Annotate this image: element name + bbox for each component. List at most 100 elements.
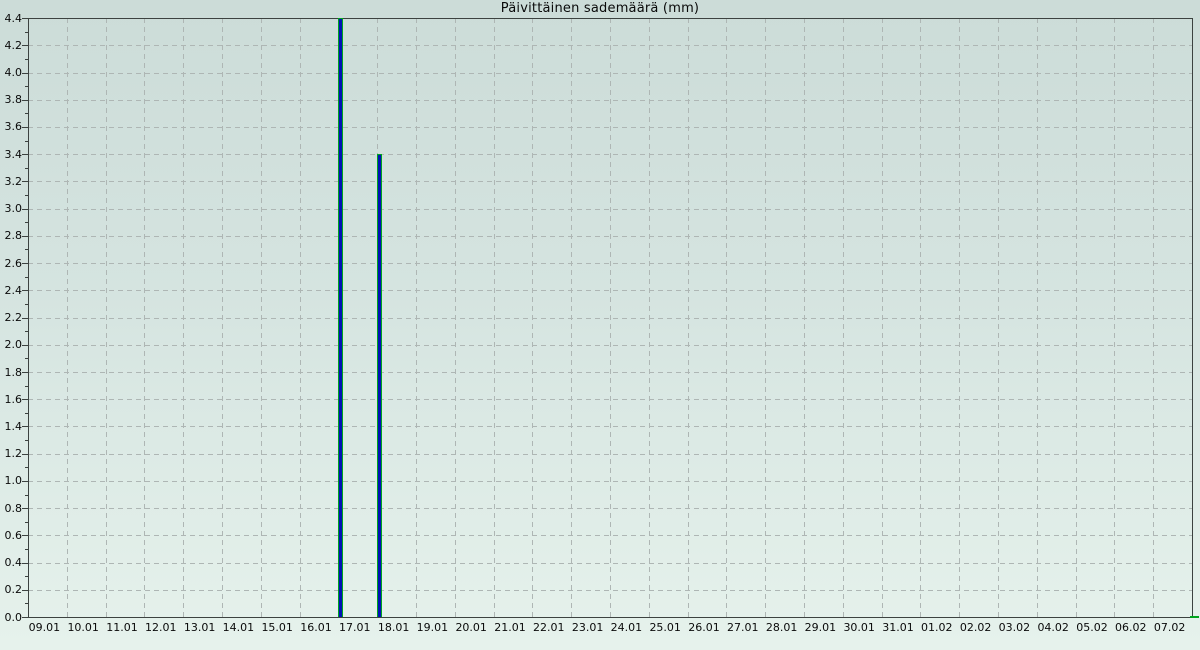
y-axis-minor-tick	[25, 385, 28, 387]
x-axis-tick-label: 31.01	[882, 621, 914, 634]
x-axis-tick-label: 13.01	[183, 621, 216, 634]
y-axis-minor-tick	[25, 548, 28, 550]
x-axis-tick-label: 04.02	[1037, 621, 1069, 634]
h-gridline	[28, 317, 1192, 319]
x-axis-tick-label: 19.01	[416, 621, 449, 634]
y-axis-minor-tick	[25, 58, 28, 60]
h-gridline	[28, 290, 1192, 292]
y-axis-tick-label: 0.6	[4, 528, 23, 542]
y-axis-minor-tick	[25, 222, 28, 224]
h-gridline	[28, 99, 1192, 101]
x-axis-tick-label: 12.01	[145, 621, 177, 634]
h-gridline	[28, 72, 1192, 74]
y-axis-tick-label: 2.4	[4, 283, 23, 297]
h-gridline	[28, 535, 1192, 537]
x-axis-tick-label: 05.02	[1076, 621, 1108, 634]
h-gridline	[28, 344, 1192, 346]
y-axis-tick-label: 1.6	[4, 392, 23, 406]
h-gridline	[28, 126, 1192, 128]
x-axis-tick-label: 03.02	[998, 621, 1031, 634]
x-axis-tick-label: 02.02	[959, 621, 992, 634]
y-axis-tick-label: 4.4	[4, 11, 23, 25]
x-axis-tick-label: 24.01	[610, 621, 643, 634]
x-axis-tick-label: 27.01	[727, 621, 759, 634]
x-axis-tick-label: 15.01	[261, 621, 293, 634]
y-axis-major-tick	[22, 99, 28, 101]
y-axis-line	[28, 18, 29, 618]
y-axis-major-tick	[22, 399, 28, 401]
h-gridline	[28, 480, 1192, 482]
h-gridline	[28, 453, 1192, 455]
y-axis-major-tick	[22, 72, 28, 74]
h-gridline	[28, 372, 1192, 373]
y-axis-major-tick	[22, 126, 28, 128]
y-axis-major-tick	[22, 535, 28, 537]
y-axis-major-tick	[22, 617, 28, 618]
x-axis-tick-label: 11.01	[106, 621, 138, 634]
corner-green-mark	[1190, 616, 1199, 618]
y-axis-minor-tick	[25, 467, 28, 469]
y-axis-major-tick	[22, 317, 28, 319]
h-gridline	[28, 399, 1192, 401]
y-axis-minor-tick	[25, 576, 28, 578]
y-axis-tick-label: 2.2	[4, 311, 23, 324]
x-axis-tick-label: 25.01	[649, 621, 681, 634]
y-axis-major-tick	[22, 508, 28, 510]
y-axis-major-tick	[22, 344, 28, 346]
y-axis-tick-label: 1.2	[4, 447, 23, 461]
y-axis-tick-label: 2.8	[4, 229, 23, 243]
x-axis-tick-label: 28.01	[765, 621, 798, 634]
y-axis-major-tick	[22, 290, 28, 292]
x-axis-tick-label: 07.02	[1153, 621, 1186, 634]
y-axis-tick-label: 3.8	[4, 93, 23, 107]
y-axis-minor-tick	[25, 412, 28, 414]
y-axis-major-tick	[22, 18, 28, 19]
plot-top-border	[28, 18, 1193, 19]
y-axis-major-tick	[22, 263, 28, 264]
y-axis-tick-label: 1.0	[4, 474, 23, 488]
h-gridline	[28, 235, 1192, 237]
x-axis-tick-label: 01.02	[921, 621, 953, 634]
x-axis-line	[28, 617, 1193, 618]
x-axis-tick-label: 06.02	[1115, 621, 1147, 634]
y-axis-minor-tick	[25, 303, 28, 305]
rain-bar	[338, 18, 344, 617]
rain-bar	[377, 154, 383, 617]
y-axis-minor-tick	[25, 331, 28, 333]
x-axis-tick-label: 20.01	[455, 621, 487, 634]
x-axis-tick-label: 09.01	[28, 621, 61, 634]
h-gridline	[28, 154, 1192, 156]
y-axis-minor-tick	[25, 603, 28, 605]
h-gridline	[28, 508, 1192, 510]
y-axis-minor-tick	[25, 86, 28, 88]
y-axis-major-tick	[22, 453, 28, 455]
y-axis-major-tick	[22, 208, 28, 210]
y-axis-minor-tick	[25, 113, 28, 115]
y-axis-tick-label: 0.0	[4, 610, 23, 624]
h-gridline	[28, 45, 1192, 47]
y-axis-tick-label: 2.6	[4, 256, 23, 270]
y-axis-tick-label: 1.4	[4, 419, 23, 433]
h-gridline	[28, 181, 1192, 183]
y-axis-tick-label: 3.0	[4, 202, 23, 216]
y-axis-minor-tick	[25, 521, 28, 523]
y-axis-minor-tick	[25, 31, 28, 33]
y-axis-minor-tick	[25, 358, 28, 360]
y-axis-tick-label: 2.0	[4, 338, 23, 352]
y-axis-major-tick	[22, 426, 28, 428]
h-gridline	[28, 562, 1192, 564]
chart-title: Päivittäinen sademäärä (mm)	[500, 1, 700, 16]
y-axis-tick-label: 0.4	[4, 556, 23, 569]
h-gridline	[28, 589, 1192, 591]
x-axis-tick-label: 22.01	[533, 621, 565, 634]
y-axis-major-tick	[22, 181, 28, 183]
y-axis-tick-label: 1.8	[4, 365, 23, 379]
x-axis-tick-label: 14.01	[222, 621, 255, 634]
h-gridline	[28, 426, 1192, 428]
y-axis-minor-tick	[25, 249, 28, 251]
x-axis-tick-label: 21.01	[494, 621, 526, 634]
y-axis-major-tick	[22, 372, 28, 373]
y-axis-minor-tick	[25, 140, 28, 142]
y-axis-minor-tick	[25, 276, 28, 278]
